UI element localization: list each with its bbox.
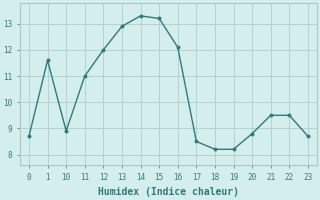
X-axis label: Humidex (Indice chaleur): Humidex (Indice chaleur) [98, 187, 239, 197]
